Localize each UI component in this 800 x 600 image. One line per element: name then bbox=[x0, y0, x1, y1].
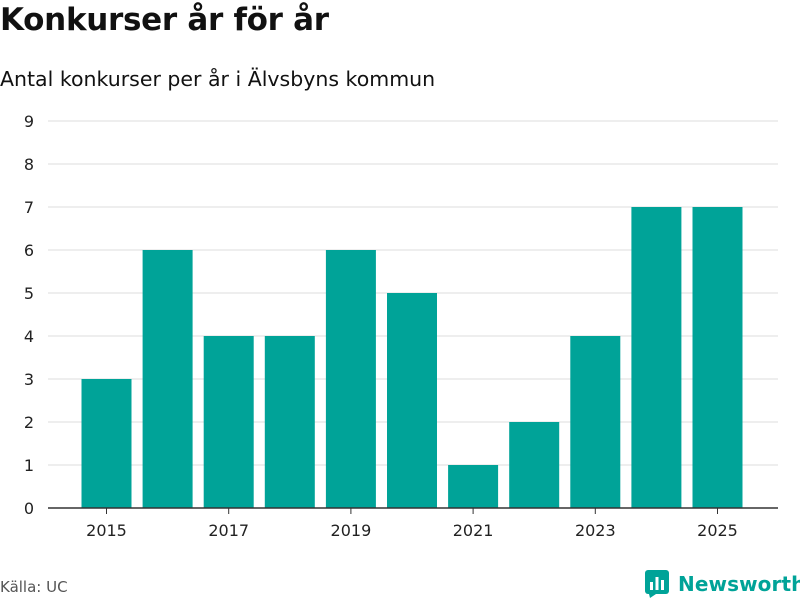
y-tick-label: 0 bbox=[24, 499, 34, 518]
x-tick-label: 2019 bbox=[331, 521, 372, 540]
bar-2025 bbox=[692, 207, 743, 508]
bar-2022 bbox=[509, 422, 560, 508]
bar-2018 bbox=[264, 336, 315, 508]
y-axis-ticks: 0 1 2 3 4 5 6 7 8 9 bbox=[24, 112, 34, 518]
chart-subtitle: Antal konkurser per år i Älvsbyns kommun bbox=[0, 67, 436, 91]
source-note: Källa: UC bbox=[0, 578, 68, 596]
chart-title: Konkurser år för år bbox=[0, 2, 329, 38]
bar-2017 bbox=[203, 336, 254, 508]
y-tick-label: 9 bbox=[24, 112, 34, 131]
y-tick-label: 6 bbox=[24, 241, 34, 260]
x-tick-label: 2023 bbox=[575, 521, 616, 540]
newsworthy-brand: Newsworthy bbox=[645, 569, 800, 599]
x-tick-label: 2021 bbox=[453, 521, 494, 540]
y-tick-label: 1 bbox=[24, 456, 34, 475]
x-axis-ticks: 2015 2017 2019 2021 2023 2025 bbox=[86, 508, 738, 540]
bar-2019 bbox=[325, 250, 376, 508]
bar-2023 bbox=[570, 336, 621, 508]
x-tick-label: 2015 bbox=[86, 521, 127, 540]
y-tick-label: 7 bbox=[24, 198, 34, 217]
x-tick-label: 2017 bbox=[208, 521, 249, 540]
y-tick-label: 5 bbox=[24, 284, 34, 303]
y-tick-label: 4 bbox=[24, 327, 34, 346]
bar-2020 bbox=[387, 293, 437, 508]
y-tick-label: 8 bbox=[24, 155, 34, 174]
brand-name: Newsworthy bbox=[678, 572, 800, 596]
x-tick-label: 2025 bbox=[697, 521, 738, 540]
newsworthy-logo-icon bbox=[645, 570, 669, 598]
y-tick-label: 2 bbox=[24, 413, 34, 432]
bar-2024 bbox=[631, 207, 682, 508]
y-tick-label: 3 bbox=[24, 370, 34, 389]
bar-2021 bbox=[448, 465, 499, 508]
bar-2016 bbox=[142, 250, 193, 508]
bar-2015 bbox=[81, 379, 132, 508]
bars bbox=[81, 207, 743, 508]
